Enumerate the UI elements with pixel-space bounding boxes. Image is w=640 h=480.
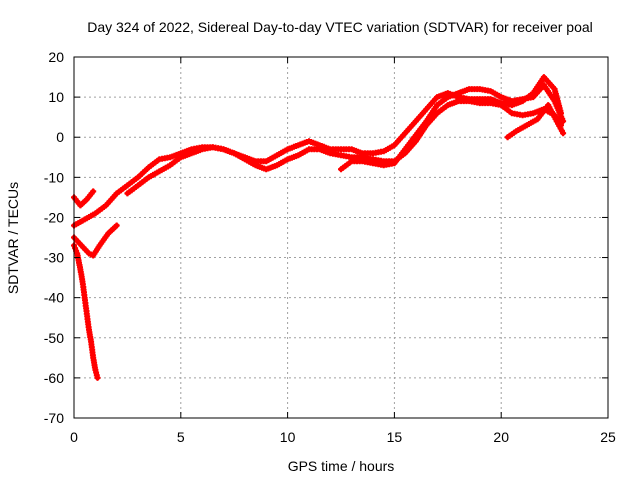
x-tick-label: 15 [387, 429, 403, 445]
x-tick-label: 20 [493, 429, 509, 445]
series-track-c [124, 98, 564, 197]
y-tick-label: 20 [48, 49, 64, 65]
y-tick-label: -10 [44, 169, 64, 185]
chart-title: Day 324 of 2022, Sidereal Day-to-day VTE… [87, 19, 593, 35]
x-axis-label: GPS time / hours [288, 458, 395, 474]
y-tick-label: -20 [44, 209, 64, 225]
series-track-d [338, 82, 567, 173]
y-tick-label: -30 [44, 250, 64, 266]
grid-lines [74, 57, 608, 418]
y-tick-label: -60 [44, 370, 64, 386]
y-tick-label: -40 [44, 290, 64, 306]
series-track-e [504, 102, 567, 141]
y-tick-label: -50 [44, 330, 64, 346]
data-point [560, 118, 567, 125]
x-tick-label: 0 [70, 429, 78, 445]
y-tick-label: 0 [56, 129, 64, 145]
x-tick-label: 25 [600, 429, 616, 445]
series-track-g [71, 242, 101, 381]
y-tick-label: 10 [48, 89, 64, 105]
y-tick-label: -70 [44, 410, 64, 426]
data-point [94, 374, 101, 381]
x-tick-label: 10 [280, 429, 296, 445]
data-point [90, 188, 97, 195]
series-track-a [71, 188, 97, 209]
y-axis-label: SDTVAR / TECUs [5, 182, 21, 294]
axis-ticks: 0 5 10 15 20 25 -70 -60 -50 -40 -30 -20 -10 0 10 20 [44, 49, 616, 445]
plot-border [73, 56, 609, 419]
x-tick-label: 5 [177, 429, 185, 445]
data-series [71, 74, 567, 381]
data-point [113, 222, 120, 229]
data-point [560, 130, 567, 137]
